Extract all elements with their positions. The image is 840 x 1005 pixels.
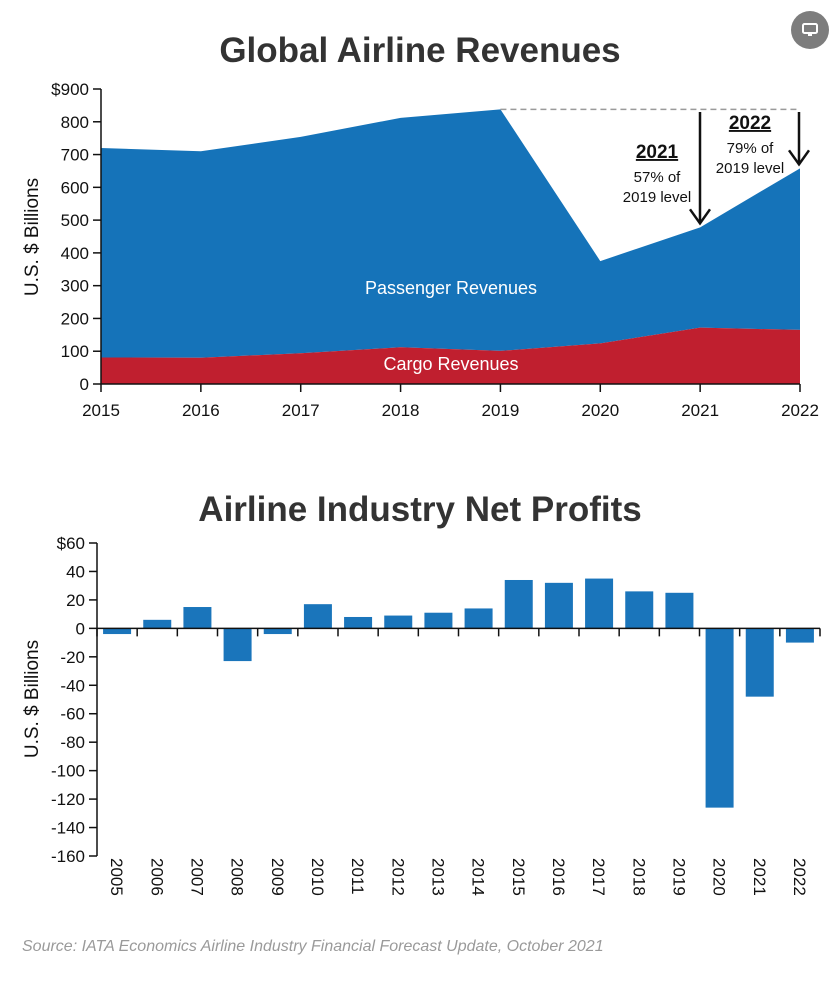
revenue-y-tick-label: 800 [61,113,89,132]
passenger-area [101,109,800,358]
profit-bar [745,628,774,697]
profits-chart: Airline Industry Net Profits U.S. $ Bill… [22,490,821,896]
profits-x-tick-label: 2005 [107,858,126,896]
revenue-y-tick-label: 200 [61,309,89,328]
revenue-annotations: 2021 57% of 2019 level 2022 79% of 2019 … [623,112,811,226]
profits-y-tick-label: -20 [60,648,85,667]
revenue-y-tick-label: 700 [61,146,89,165]
passenger-series-label: Passenger Revenues [365,278,537,298]
profits-y-tick-label: -60 [60,705,85,724]
profits-bars [103,578,814,808]
revenue-x-tick-label: 2021 [681,401,719,420]
annotation-arrows [688,112,811,226]
profit-bar [785,628,814,643]
profits-x-tick-label: 2007 [187,858,206,896]
annotation-arrow-head [688,208,712,226]
revenue-y-tick-label: 400 [61,244,89,263]
profits-y-tick-label: -160 [51,847,85,866]
profits-y-ticks: $60 40 20 0 -20 -40 -60 -80 -100 -120 -140 -160 [51,534,98,866]
profits-x-tick-label: 2016 [549,858,568,896]
profit-bar [464,608,493,629]
profit-bar [223,628,252,662]
revenue-x-tick-label: 2017 [282,401,320,420]
revenue-y-tick-label: $900 [51,80,89,99]
profits-y-tick-label: -40 [60,676,85,695]
profits-y-tick-label: -120 [51,790,85,809]
profits-x-tick-label: 2009 [268,858,287,896]
annotation-2021-line1: 57% of [634,169,682,186]
profits-x-tick-label: 2008 [228,858,247,896]
profit-bar [103,628,132,635]
cargo-series-label: Cargo Revenues [383,354,518,374]
profits-x-tick-label: 2017 [589,858,608,896]
revenue-y-tick-label: 500 [61,211,89,230]
profits-x-tick-label: 2006 [147,858,166,896]
profits-x-tick-label: 2010 [308,858,327,896]
profits-x-tick-label: 2012 [388,858,407,896]
revenue-y-axis-label: U.S. $ Billions [22,178,43,296]
profit-bar [143,619,172,629]
annotation-2022-line1: 79% of [727,140,775,157]
revenue-y-tick-label: 0 [80,375,89,394]
profits-x-tick-label: 2022 [790,858,809,896]
screen-button[interactable] [791,11,829,49]
annotation-arrow-head [787,149,811,167]
profit-bar [625,591,654,629]
profit-bar [344,616,373,629]
profits-x-tick-label: 2011 [348,858,367,895]
revenue-x-tick-label: 2015 [82,401,120,420]
annotation-2022-line2: 2019 level [716,160,784,177]
profits-y-tick-label: 20 [66,591,85,610]
profits-x-tick-label: 2019 [669,858,688,896]
screen-icon [802,23,818,36]
profit-bar [665,592,694,629]
revenue-y-tick-label: 300 [61,277,89,296]
profits-y-axis-label: U.S. $ Billions [22,640,43,758]
profits-chart-title: Airline Industry Net Profits [198,490,641,529]
profits-y-tick-label: $60 [57,534,85,553]
profits-y-tick-label: -100 [51,762,85,781]
revenue-y-tick-label: 100 [61,342,89,361]
annotation-2022-year: 2022 [729,113,771,134]
profits-y-tick-label: 40 [66,562,85,581]
profit-bar [384,615,413,629]
profit-bar [504,579,533,629]
profits-y-tick-label: -80 [60,733,85,752]
profits-x-tick-label: 2015 [509,858,528,896]
profits-y-tick-label: 0 [76,619,85,638]
profit-bar [424,612,453,629]
profits-x-tick-label: 2018 [629,858,648,896]
profits-x-tick-label: 2021 [750,858,769,896]
revenue-chart-title: Global Airline Revenues [219,31,620,70]
revenue-x-tick-label: 2020 [581,401,619,420]
revenue-x-ticks: 2015 2016 2017 2018 2019 2020 2021 2022 [82,383,819,420]
profit-bar [544,582,573,629]
profits-x-tick-label: 2014 [469,858,488,896]
profit-bar [585,578,614,629]
profits-x-tick-label: 2020 [710,858,729,896]
revenue-chart: Global Airline Revenues U.S. $ Billions … [22,31,819,420]
profit-bar [705,628,734,808]
revenue-x-tick-label: 2022 [781,401,819,420]
profit-bar [303,604,332,629]
revenue-areas [101,109,800,384]
profits-x-ticks: 2005 2006 2007 2008 2009 2010 2011 2012 2013 2014… [96,627,821,896]
cargo-area [101,327,800,384]
profits-x-tick-label: 2013 [428,858,447,896]
revenue-x-tick-label: 2018 [382,401,420,420]
revenue-x-tick-label: 2019 [482,401,520,420]
profit-bar [263,628,292,635]
profits-y-tick-label: -140 [51,819,85,838]
profit-bar [183,607,212,629]
revenue-y-ticks: 0 100 200 300 400 500 600 700 800 $900 [51,80,102,394]
revenue-y-tick-label: 600 [61,178,89,197]
annotation-2021-year: 2021 [636,142,679,163]
annotation-2021-line2: 2019 level [623,189,691,206]
revenue-x-tick-label: 2016 [182,401,220,420]
source-note: Source: IATA Economics Airline Industry … [22,938,604,955]
